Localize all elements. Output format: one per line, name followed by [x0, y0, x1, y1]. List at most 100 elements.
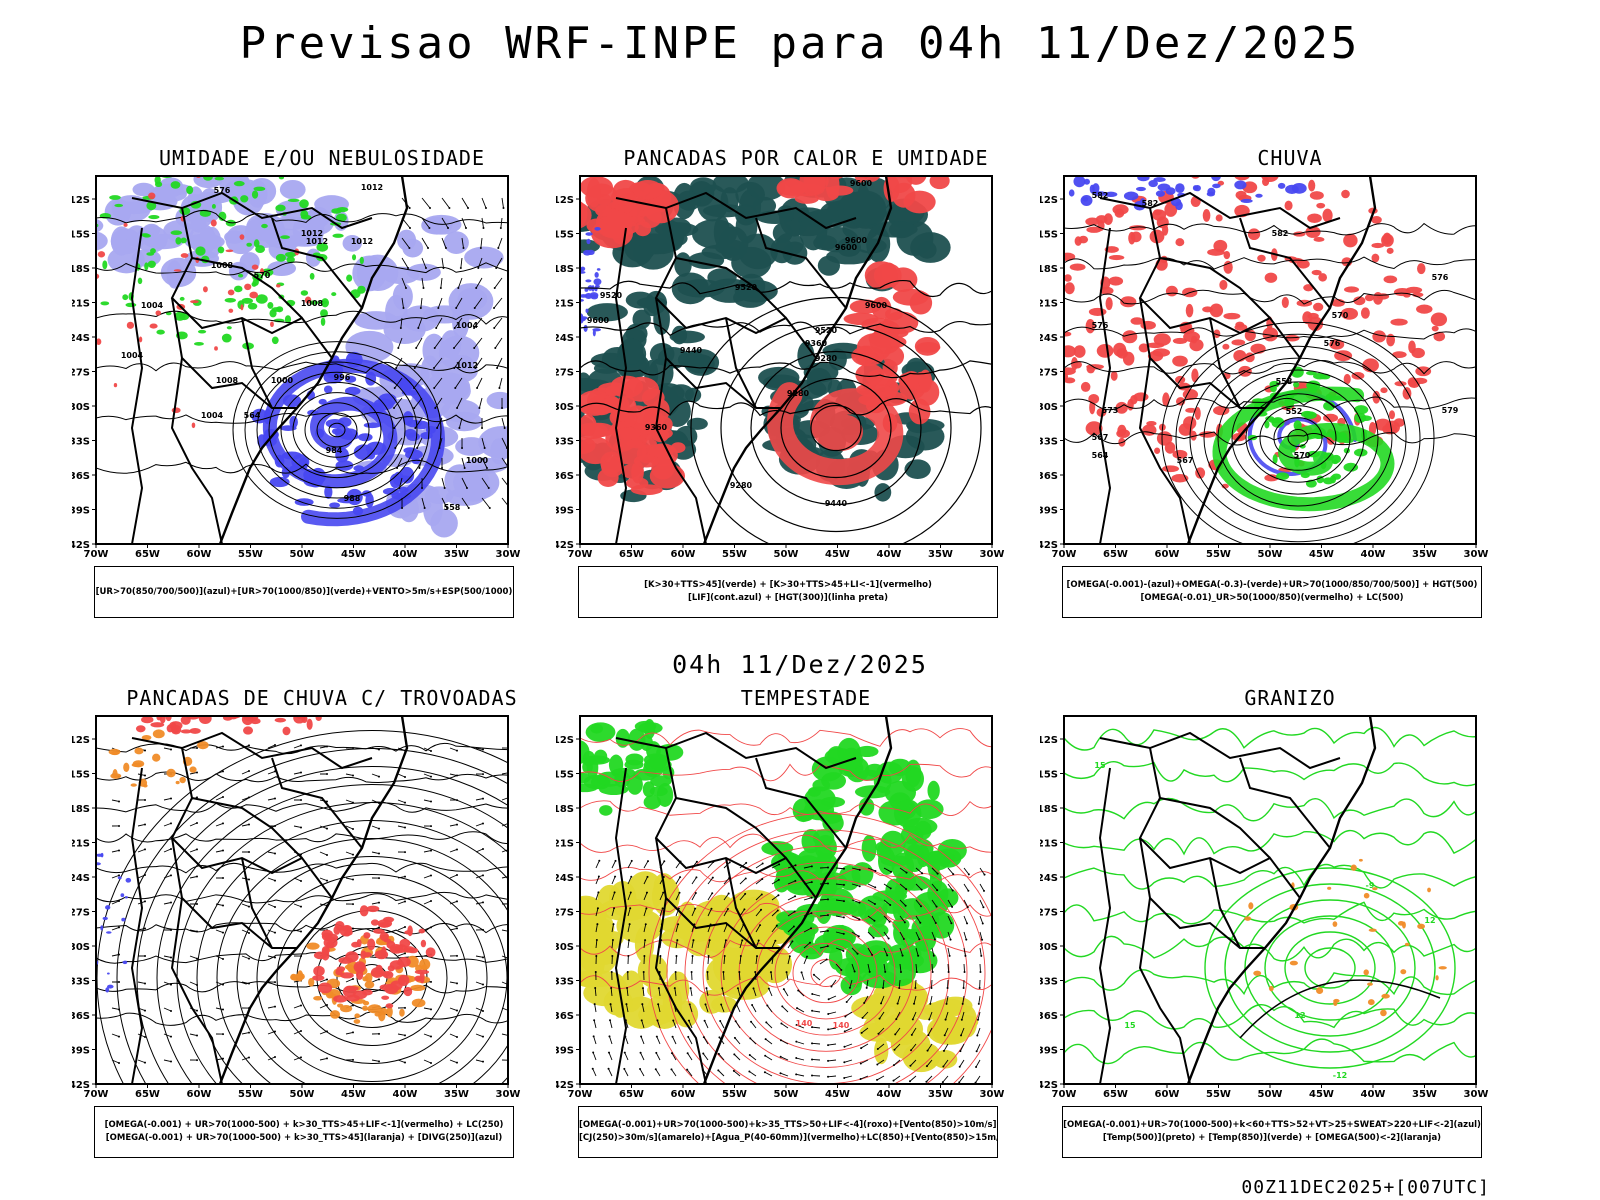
- lifted-index-contour: [586, 238, 591, 245]
- state-border: [755, 217, 847, 309]
- wind-vector: [726, 908, 729, 911]
- omega-blue-area: [1073, 176, 1086, 188]
- streamline-arrow: [326, 853, 328, 856]
- lon-label: 60W: [671, 1089, 696, 1100]
- state-border: [1138, 747, 1301, 899]
- wind-arrow: [393, 427, 396, 429]
- streamline: [216, 838, 508, 1084]
- thickness-contour-red: [173, 269, 182, 272]
- humidity-green-area: [240, 195, 249, 203]
- wind-arrow: [396, 457, 403, 469]
- wind-vector: [765, 1038, 773, 1045]
- wind-vector: [593, 1003, 596, 1006]
- lat-label: 18S: [72, 264, 90, 275]
- temp850-contour: [1064, 863, 1476, 890]
- lat-label: 30S: [72, 402, 90, 413]
- humidity-green-area: [114, 203, 124, 208]
- wind-vector: [914, 979, 917, 989]
- humidity-green-area: [148, 214, 160, 220]
- streamline-arrow: [319, 903, 328, 906]
- streamline-arrow: [248, 823, 250, 826]
- wind-arrow: [433, 347, 436, 349]
- wind-vector: [627, 924, 631, 933]
- temp850-contour: [1064, 1004, 1476, 1030]
- panel-title: PANCADAS POR CALOR E UMIDADE: [623, 146, 989, 170]
- wind-vector: [733, 1054, 741, 1061]
- contour-label: 12: [1294, 1011, 1305, 1020]
- omega-red-area: [1130, 317, 1144, 325]
- wind-arrow: [402, 307, 405, 309]
- omega-red-area: [1303, 284, 1314, 292]
- storm-orange-area: [362, 1005, 368, 1011]
- ocean-background: [1064, 716, 1476, 1084]
- wind-green-area: [927, 854, 941, 880]
- streamline-arrow: [456, 1061, 458, 1064]
- omega-blue-area: [1104, 191, 1118, 198]
- state-border: [614, 767, 628, 1084]
- wind-vector: [835, 883, 845, 886]
- streamline-arrow: [267, 1031, 276, 1035]
- wind-vector: [711, 876, 714, 879]
- streamline-arrow: [163, 1059, 172, 1062]
- humidity-green-area: [251, 190, 259, 199]
- streamline-arrow: [397, 1059, 406, 1063]
- lon-label: 60W: [1155, 1089, 1180, 1100]
- pressure-isobar: [280, 381, 394, 479]
- wind-vector: [883, 883, 891, 889]
- instability-red-area: [856, 333, 892, 362]
- wind-vector: [765, 1022, 773, 1029]
- jet-yellow-area: [626, 871, 664, 913]
- streamline-arrow: [248, 796, 250, 799]
- streamline-arrow: [482, 773, 484, 776]
- contour-label: 9520: [815, 326, 838, 335]
- humidity-green-area: [300, 214, 312, 220]
- wind-vector: [910, 1043, 917, 1051]
- wind-vector: [867, 931, 874, 939]
- wind-arrow: [481, 437, 486, 449]
- streamline-arrow: [352, 1004, 354, 1007]
- wind-vector: [623, 1068, 629, 1077]
- streamline-arrow: [196, 848, 198, 851]
- wind-vector: [905, 871, 908, 874]
- wind-arrow: [422, 287, 425, 289]
- wind-vector: [931, 979, 933, 989]
- lat-label: 33S: [1040, 437, 1058, 448]
- storm-orange-area: [399, 1008, 405, 1017]
- lat-label: 12S: [1040, 735, 1058, 746]
- wind-vector: [811, 1026, 814, 1029]
- wind-vector: [844, 1059, 853, 1063]
- thickness-contour-red: [80, 251, 88, 255]
- humidity-green-area: [109, 195, 121, 200]
- wind-green-area: [590, 723, 604, 734]
- wind-vector: [915, 915, 921, 923]
- streamline-arrow: [326, 1004, 328, 1007]
- storm-orange-area: [197, 741, 209, 750]
- thickness-contour-red: [244, 283, 252, 291]
- wind-vector: [694, 907, 697, 910]
- streamline-arrow: [475, 1007, 484, 1012]
- humidity-green-area: [357, 285, 366, 294]
- streamline-arrow: [319, 825, 328, 830]
- omega-red-area: [1264, 474, 1279, 482]
- wind-vector: [691, 892, 697, 901]
- lifted-index-contour: [585, 279, 592, 283]
- lon-label: 45W: [825, 1089, 850, 1100]
- humidity-green-area: [214, 176, 225, 181]
- streamline-arrow: [430, 980, 432, 983]
- wind-arrow: [503, 427, 506, 429]
- streamline-arrow: [371, 851, 380, 854]
- wind-vector: [926, 1059, 933, 1067]
- omega-green-area: [1276, 472, 1290, 480]
- contour-label: 140: [796, 1019, 813, 1028]
- wind-vector: [595, 908, 599, 917]
- humidity-blue-area: [420, 432, 433, 440]
- humidity-blue-area: [335, 447, 349, 463]
- omega-red-area: [1183, 416, 1197, 430]
- humidity-green-area: [261, 223, 268, 229]
- divergence-blue: [125, 877, 132, 883]
- wind-vector: [812, 1010, 821, 1013]
- wind-vector: [595, 876, 600, 885]
- wind-vector: [915, 963, 918, 973]
- omega-red-area: [1407, 377, 1418, 387]
- streamline-arrow: [397, 876, 406, 879]
